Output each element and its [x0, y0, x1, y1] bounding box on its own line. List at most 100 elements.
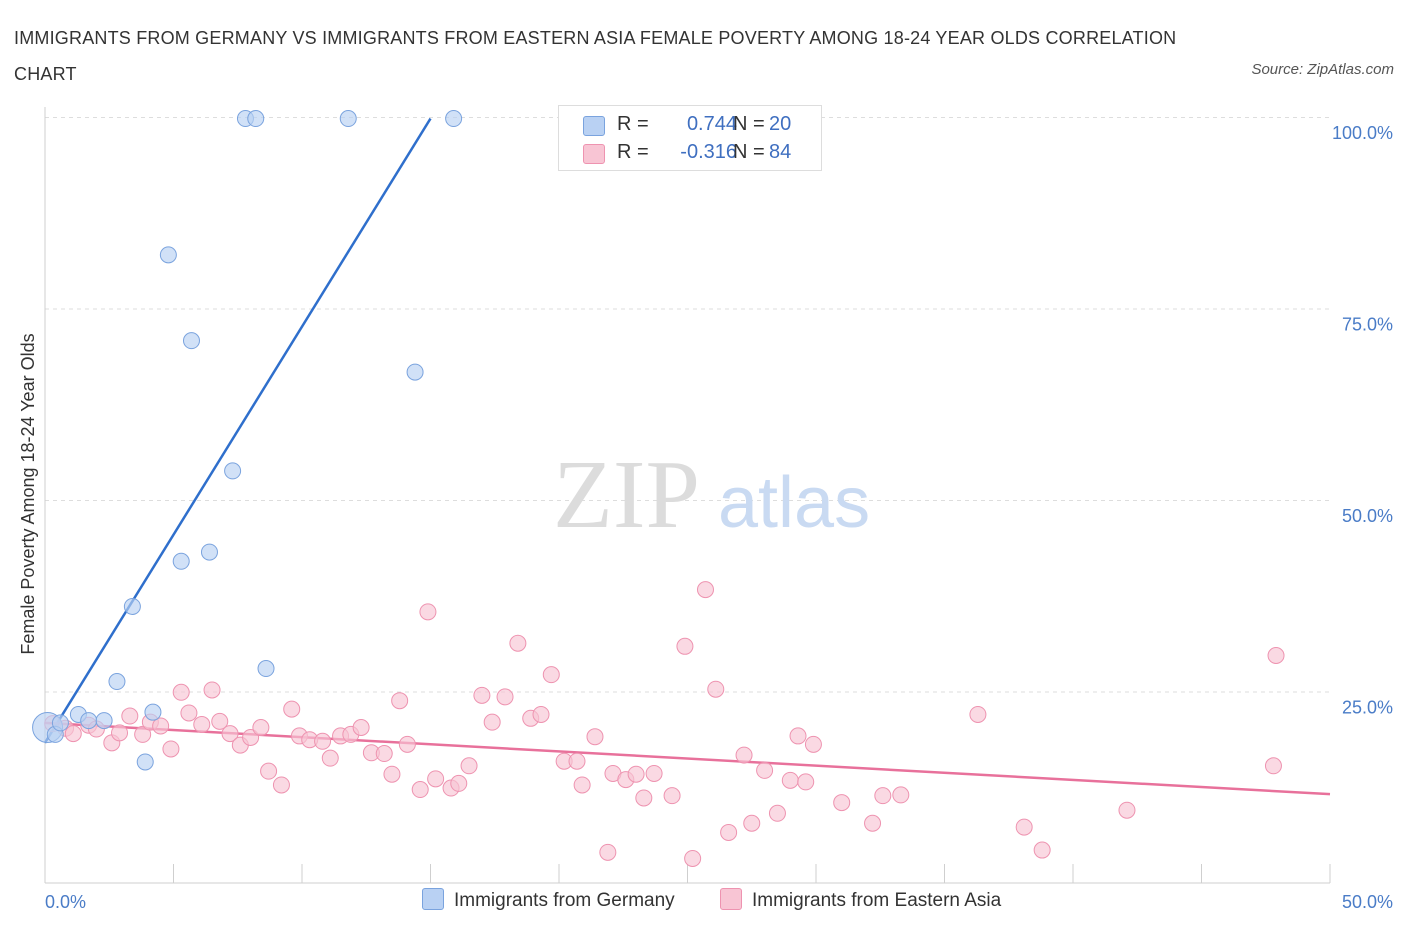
legend-swatch-asia: [583, 144, 605, 164]
eastern-asia-point: [1267, 646, 1285, 664]
legend-n-value: 84: [769, 141, 792, 163]
eastern-asia-point: [864, 814, 882, 832]
y-tick-label: 25.0%: [1342, 698, 1393, 718]
eastern-asia-point: [411, 781, 429, 799]
eastern-asia-point: [450, 774, 468, 792]
germany-point: [95, 712, 113, 730]
x-tick-label: 50.0%: [1342, 892, 1393, 912]
eastern-asia-point: [272, 776, 290, 794]
eastern-asia-point: [568, 752, 586, 770]
germany-point: [406, 363, 424, 381]
eastern-asia-point: [969, 705, 987, 723]
eastern-asia-point: [542, 666, 560, 684]
eastern-asia-point: [211, 712, 229, 730]
eastern-asia-point: [696, 581, 714, 599]
eastern-asia-point: [375, 745, 393, 763]
germany-point: [159, 246, 177, 264]
chart-source: Source: ZipAtlas.com: [1251, 61, 1394, 78]
eastern-asia-point: [64, 725, 82, 743]
eastern-asia-point: [645, 764, 663, 782]
germany-point: [445, 110, 463, 128]
legend-r-value: 0.744: [686, 113, 737, 135]
axes: 25.0% 50.0% 75.0% 100.0% 0.0% 50.0%: [44, 107, 1393, 912]
eastern-asia-point: [111, 724, 129, 742]
x-tick-label: 0.0%: [45, 892, 86, 912]
eastern-asia-point: [797, 773, 815, 791]
eastern-asia-point: [789, 727, 807, 745]
eastern-asia-point: [781, 771, 799, 789]
y-tick-label: 75.0%: [1342, 315, 1393, 335]
eastern-asia-point: [756, 761, 774, 779]
bottom-legend-swatch-germany: [422, 888, 444, 910]
germany-trend-line: [43, 117, 432, 744]
eastern-asia-point: [676, 637, 694, 655]
bottom-legend-germany: Immigrants from Germany: [422, 888, 675, 912]
y-axis-label: Female Poverty Among 18-24 Year Olds: [18, 333, 38, 654]
eastern-asia-point: [892, 786, 910, 804]
legend-r-label: R =: [617, 141, 649, 163]
eastern-asia-point: [193, 715, 211, 733]
eastern-asia-point: [707, 680, 725, 698]
eastern-asia-point: [720, 823, 738, 841]
eastern-asia-point: [874, 787, 892, 805]
data-points: [32, 110, 1285, 867]
germany-point: [108, 673, 126, 691]
germany-point: [51, 714, 69, 732]
legend: R = 0.744 N = 20 R = -0.316 N = 84: [558, 105, 822, 171]
eastern-asia-point: [391, 692, 409, 710]
eastern-asia-point: [743, 814, 761, 832]
germany-point: [224, 462, 242, 480]
y-tick-label: 50.0%: [1342, 506, 1393, 526]
eastern-asia-point: [635, 789, 653, 807]
eastern-asia-point: [460, 757, 478, 775]
eastern-asia-point: [1015, 818, 1033, 836]
eastern-asia-point: [663, 787, 681, 805]
eastern-asia-point: [419, 603, 437, 621]
eastern-asia-point: [383, 765, 401, 783]
grid-lines: [45, 117, 1330, 693]
eastern-asia-point: [532, 705, 550, 723]
germany-point: [257, 660, 275, 678]
eastern-asia-point: [496, 688, 514, 706]
eastern-asia-point: [768, 804, 786, 822]
eastern-asia-point: [398, 735, 416, 753]
germany-point: [123, 597, 141, 615]
eastern-asia-point: [509, 634, 527, 652]
germany-point: [200, 543, 218, 561]
eastern-asia-point: [586, 728, 604, 746]
eastern-asia-point: [735, 746, 753, 764]
germany-point: [247, 110, 265, 128]
germany-point: [144, 703, 162, 721]
eastern-asia-point: [260, 762, 278, 780]
bottom-legend-label-germany: Immigrants from Germany: [454, 890, 675, 911]
legend-swatch-germany: [583, 116, 605, 136]
bottom-legend-swatch-asia: [720, 888, 742, 910]
eastern-asia-point: [283, 700, 301, 718]
eastern-asia-point: [352, 719, 370, 737]
watermark-zip: ZIP: [553, 441, 700, 549]
eastern-asia-point: [221, 725, 239, 743]
legend-r-value: -0.316: [680, 141, 737, 163]
eastern-asia-point: [252, 719, 270, 737]
eastern-asia-point: [483, 713, 501, 731]
eastern-asia-point: [1264, 757, 1282, 775]
y-tick-label: 100.0%: [1332, 123, 1393, 143]
eastern-asia-point: [203, 681, 221, 699]
eastern-asia-point: [134, 725, 152, 743]
eastern-asia-point: [573, 776, 591, 794]
legend-n-label: N =: [733, 141, 765, 163]
eastern-asia-point: [1033, 841, 1051, 859]
legend-n-label: N =: [733, 113, 765, 135]
eastern-asia-point: [1118, 801, 1136, 819]
germany-point: [80, 712, 98, 730]
germany-point: [172, 552, 190, 570]
eastern-asia-point: [627, 765, 645, 783]
eastern-asia-point: [242, 728, 260, 746]
eastern-asia-point: [599, 843, 617, 861]
bottom-legend-label-asia: Immigrants from Eastern Asia: [752, 890, 1002, 911]
chart-title: IMMIGRANTS FROM GERMANY VS IMMIGRANTS FR…: [14, 28, 1177, 84]
watermark-atlas: atlas: [718, 463, 870, 543]
eastern-asia-point: [473, 686, 491, 704]
eastern-asia-point: [162, 740, 180, 758]
